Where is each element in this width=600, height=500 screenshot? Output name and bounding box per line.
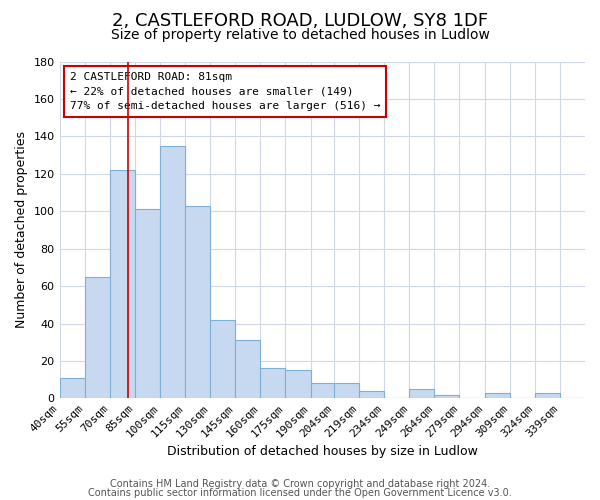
Bar [409, 389, 434, 398]
Bar [311, 384, 334, 398]
Bar [185, 206, 210, 398]
Text: Contains public sector information licensed under the Open Government Licence v3: Contains public sector information licen… [88, 488, 512, 498]
X-axis label: Distribution of detached houses by size in Ludlow: Distribution of detached houses by size … [167, 444, 478, 458]
Text: Contains HM Land Registry data © Crown copyright and database right 2024.: Contains HM Land Registry data © Crown c… [110, 479, 490, 489]
Bar [85, 276, 110, 398]
Bar [485, 393, 509, 398]
Text: Size of property relative to detached houses in Ludlow: Size of property relative to detached ho… [110, 28, 490, 42]
Bar [135, 210, 160, 398]
Bar [535, 393, 560, 398]
Bar [110, 170, 135, 398]
Text: 2 CASTLEFORD ROAD: 81sqm
← 22% of detached houses are smaller (149)
77% of semi-: 2 CASTLEFORD ROAD: 81sqm ← 22% of detach… [70, 72, 380, 111]
Text: 2, CASTLEFORD ROAD, LUDLOW, SY8 1DF: 2, CASTLEFORD ROAD, LUDLOW, SY8 1DF [112, 12, 488, 30]
Bar [210, 320, 235, 398]
Bar [59, 378, 85, 398]
Bar [160, 146, 185, 398]
Bar [359, 391, 384, 398]
Bar [260, 368, 286, 398]
Bar [235, 340, 260, 398]
Bar [434, 394, 460, 398]
Y-axis label: Number of detached properties: Number of detached properties [15, 132, 28, 328]
Bar [286, 370, 311, 398]
Bar [334, 384, 359, 398]
